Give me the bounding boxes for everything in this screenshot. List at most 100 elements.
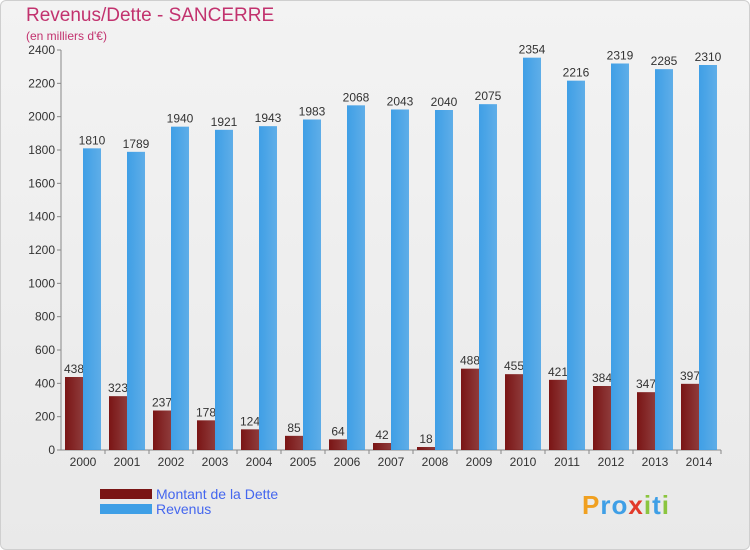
x-tick-label: 2007 [378, 455, 405, 469]
logo-letter: i [643, 490, 653, 520]
y-tick-label: 1800 [28, 143, 55, 157]
data-label-revenus: 2043 [387, 95, 414, 109]
bar-revenus [523, 57, 541, 451]
data-label-dette: 124 [240, 414, 260, 428]
logo-letter: P [582, 490, 601, 520]
x-tick-label: 2008 [422, 455, 449, 469]
data-label-dette: 323 [108, 381, 128, 395]
data-label-dette: 384 [592, 371, 612, 385]
data-label-revenus: 1810 [79, 133, 106, 147]
x-tick-label: 2005 [290, 455, 317, 469]
bar-revenus [347, 105, 365, 450]
y-tick-label: 1200 [28, 243, 55, 257]
x-tick-label: 2004 [246, 455, 273, 469]
chart-subtitle: (en milliers d'€) [26, 29, 107, 43]
data-label-revenus: 1983 [299, 105, 326, 119]
bar-dette [461, 368, 479, 450]
data-label-dette: 347 [636, 377, 656, 391]
bar-dette [65, 377, 83, 450]
data-label-revenus: 2354 [519, 43, 546, 57]
data-label-dette: 85 [287, 421, 301, 435]
data-label-dette: 42 [375, 428, 389, 442]
data-label-revenus: 1921 [211, 115, 238, 129]
legend-label-dette: Montant de la Dette [156, 486, 279, 502]
x-tick-label: 2009 [466, 455, 493, 469]
data-label-revenus: 2040 [431, 95, 458, 109]
data-label-dette: 438 [64, 362, 84, 376]
y-tick-label: 0 [48, 443, 55, 457]
bar-revenus [479, 104, 497, 451]
y-tick-label: 800 [35, 310, 55, 324]
legend-label-revenus: Revenus [156, 501, 212, 517]
data-label-revenus: 1940 [167, 112, 194, 126]
x-tick-label: 2001 [114, 455, 141, 469]
data-label-revenus: 2285 [651, 54, 678, 68]
bar-revenus [171, 126, 189, 451]
data-label-dette: 397 [680, 369, 700, 383]
bar-revenus [127, 151, 145, 451]
data-label-revenus: 2310 [695, 50, 722, 64]
bar-dette [505, 374, 523, 450]
y-tick-label: 2200 [28, 76, 55, 90]
bar-dette [681, 383, 699, 450]
x-tick-label: 2013 [642, 455, 669, 469]
bar-revenus [567, 80, 585, 451]
data-label-dette: 237 [152, 396, 172, 410]
bar-dette [549, 379, 567, 450]
bar-dette [197, 420, 215, 450]
legend-swatch-dette [100, 489, 152, 499]
x-tick-label: 2003 [202, 455, 229, 469]
data-label-dette: 455 [504, 359, 524, 373]
data-label-revenus: 1789 [123, 137, 150, 151]
bar-dette [109, 396, 127, 450]
logo-letter: r [600, 490, 612, 520]
data-label-revenus: 2216 [563, 66, 590, 80]
y-tick-label: 400 [35, 376, 55, 390]
x-tick-label: 2011 [554, 455, 580, 469]
proxiti-logo: Proxiti [582, 490, 670, 521]
bar-dette [241, 429, 259, 450]
data-label-dette: 18 [419, 432, 433, 446]
bar-dette [637, 392, 655, 450]
y-tick-label: 2400 [28, 43, 55, 57]
bar-revenus [215, 129, 233, 451]
x-tick-label: 2010 [510, 455, 537, 469]
y-tick-label: 1400 [28, 210, 55, 224]
x-tick-label: 2002 [158, 455, 185, 469]
bar-revenus [611, 63, 629, 450]
data-label-revenus: 2075 [475, 89, 502, 103]
x-tick-label: 2006 [334, 455, 361, 469]
bar-dette [153, 410, 171, 450]
data-label-revenus: 2068 [343, 90, 370, 104]
data-label-dette: 421 [548, 365, 568, 379]
data-label-dette: 178 [196, 405, 216, 419]
chart-title: Revenus/Dette - SANCERRE [26, 5, 275, 26]
logo-letter: t [652, 490, 662, 520]
bar-dette [373, 443, 391, 450]
y-tick-label: 200 [35, 410, 55, 424]
x-tick-label: 2012 [598, 455, 625, 469]
logo-letter: x [628, 490, 644, 520]
bar-revenus [303, 119, 321, 450]
data-label-dette: 64 [331, 424, 345, 438]
data-label-revenus: 1943 [255, 111, 282, 125]
y-tick-label: 1000 [28, 276, 55, 290]
y-tick-label: 600 [35, 343, 55, 357]
bar-dette [417, 447, 435, 450]
y-tick-label: 2000 [28, 110, 55, 124]
bar-revenus [699, 65, 717, 450]
logo-letter: i [661, 490, 670, 520]
bar-dette [285, 435, 303, 450]
bar-revenus [435, 110, 453, 450]
bar-dette [593, 386, 611, 450]
x-tick-label: 2014 [686, 455, 713, 469]
bar-revenus [259, 126, 277, 451]
x-tick-label: 2000 [70, 455, 97, 469]
bar-dette [329, 439, 347, 450]
legend-swatch-revenus [100, 504, 152, 514]
bar-revenus [83, 148, 101, 451]
y-tick-label: 1600 [28, 176, 55, 190]
data-label-dette: 488 [460, 354, 480, 368]
data-label-revenus: 2319 [607, 49, 634, 63]
